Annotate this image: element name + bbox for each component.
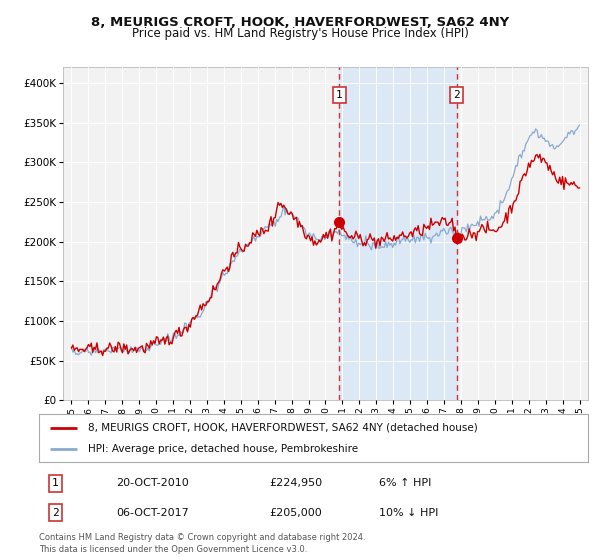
Text: HPI: Average price, detached house, Pembrokeshire: HPI: Average price, detached house, Pemb… (88, 444, 359, 454)
Text: Contains HM Land Registry data © Crown copyright and database right 2024.
This d: Contains HM Land Registry data © Crown c… (39, 533, 365, 554)
Text: Price paid vs. HM Land Registry's House Price Index (HPI): Price paid vs. HM Land Registry's House … (131, 27, 469, 40)
Text: 10% ↓ HPI: 10% ↓ HPI (379, 508, 439, 518)
Text: 2: 2 (52, 508, 59, 518)
Text: 2: 2 (454, 90, 460, 100)
Text: 06-OCT-2017: 06-OCT-2017 (116, 508, 188, 518)
Text: 8, MEURIGS CROFT, HOOK, HAVERFORDWEST, SA62 4NY: 8, MEURIGS CROFT, HOOK, HAVERFORDWEST, S… (91, 16, 509, 29)
Text: 8, MEURIGS CROFT, HOOK, HAVERFORDWEST, SA62 4NY (detached house): 8, MEURIGS CROFT, HOOK, HAVERFORDWEST, S… (88, 423, 478, 433)
Text: 20-OCT-2010: 20-OCT-2010 (116, 478, 188, 488)
Text: 1: 1 (52, 478, 59, 488)
Text: £224,950: £224,950 (269, 478, 323, 488)
Text: 6% ↑ HPI: 6% ↑ HPI (379, 478, 432, 488)
Text: £205,000: £205,000 (269, 508, 322, 518)
Bar (339, 67, 457, 400)
Text: 1: 1 (335, 90, 343, 100)
